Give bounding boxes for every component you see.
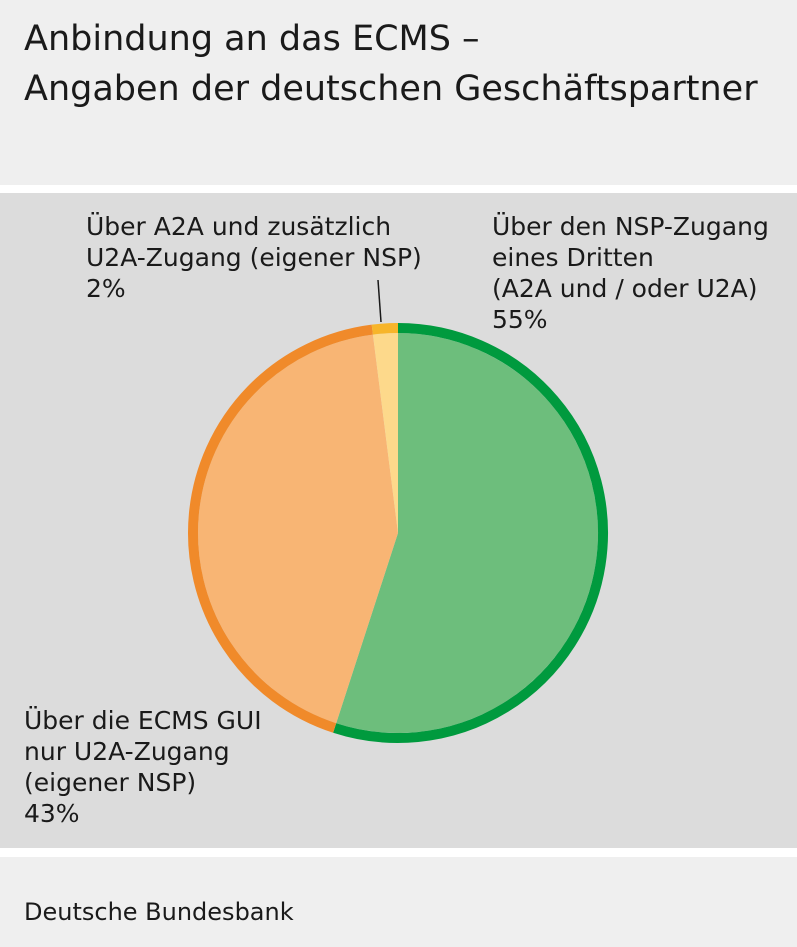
source: Deutsche Bundesbank [24, 898, 294, 926]
slice-label: Über den NSP-Zugang [492, 212, 769, 241]
value-label: 43% [24, 799, 80, 828]
leader-line [377, 279, 382, 323]
pie-slice [372, 333, 398, 533]
pie-slice [197, 334, 398, 724]
value-label: 2% [86, 274, 126, 303]
slice-edge [371, 323, 399, 335]
slice-label: nur U2A-Zugang [24, 737, 230, 766]
slice-label: (A2A und / oder U2A) [492, 274, 758, 303]
value-label: 55% [492, 305, 548, 334]
slice-label: Über die ECMS GUI [24, 706, 262, 735]
slice-label: (eigener NSP) [24, 768, 196, 797]
pie-slice [336, 333, 598, 733]
chart-title: Angaben der deutschen Geschäftspartner [24, 69, 758, 109]
slice-label: Über A2A und zusätzlich [86, 212, 391, 241]
slice-label: U2A-Zugang (eigener NSP) [86, 243, 422, 272]
header-bg [0, 0, 797, 185]
slice-edge [188, 324, 373, 733]
slice-label: eines Dritten [492, 243, 654, 272]
slice-edge [333, 323, 608, 743]
footer-bg [0, 857, 797, 947]
chart-title: Anbindung an das ECMS – [24, 19, 480, 59]
